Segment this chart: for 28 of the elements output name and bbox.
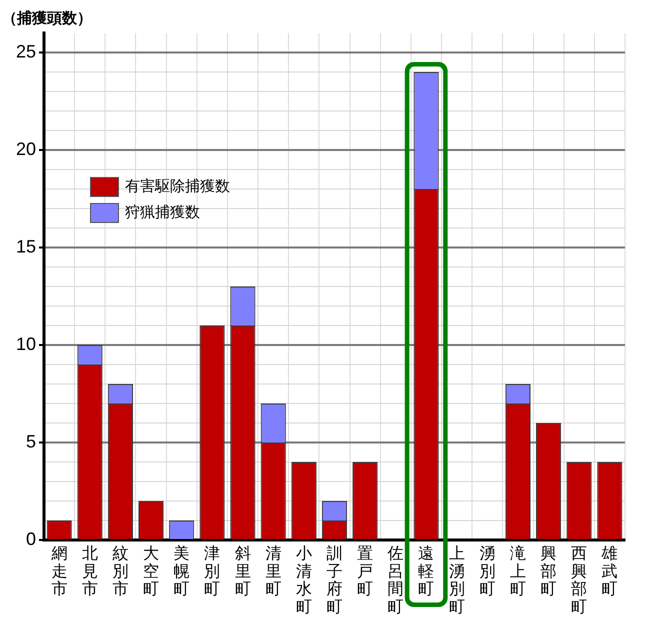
- x-tick-label: 斜里町: [234, 545, 251, 598]
- x-tick-label: 網走市: [50, 545, 68, 598]
- x-tick-label: 北見市: [82, 544, 98, 598]
- y-tick-label: 5: [26, 431, 36, 452]
- y-tick-label: 25: [16, 41, 36, 62]
- x-tick-label: 小清水町: [296, 544, 312, 616]
- x-tick-label: 訓子府町: [326, 544, 342, 616]
- x-tick-label: 置戸町: [357, 545, 374, 598]
- x-tick-label: 雄武町: [600, 545, 618, 598]
- x-tick-label: 西興部町: [571, 545, 588, 616]
- x-tick-label: 清里町: [265, 544, 282, 598]
- y-axis-title: （捕獲頭数）: [2, 9, 92, 28]
- x-tick-label: 滝上町: [510, 544, 526, 598]
- x-tick-label: 佐呂間町: [388, 545, 404, 616]
- legend-label: 狩猟捕獲数: [125, 204, 200, 222]
- y-tick-label: 10: [16, 334, 36, 354]
- x-tick-label: 大空町: [143, 544, 160, 598]
- x-tick-label: 美幌町: [174, 544, 190, 598]
- y-tick-label: 20: [16, 138, 36, 159]
- x-tick-label: 上湧別町: [448, 544, 465, 616]
- x-tick-label: 津別町: [204, 544, 220, 598]
- x-tick-label: 紋別市: [112, 544, 128, 598]
- y-tick-label: 15: [16, 236, 36, 256]
- legend-label: 有害駆除捕獲数: [125, 178, 230, 196]
- x-tick-label: 興部町: [540, 545, 557, 598]
- x-tick-label: 遠軽町: [418, 544, 434, 598]
- x-tick-label: 湧別町: [479, 545, 496, 598]
- y-tick-label: 0: [26, 528, 36, 549]
